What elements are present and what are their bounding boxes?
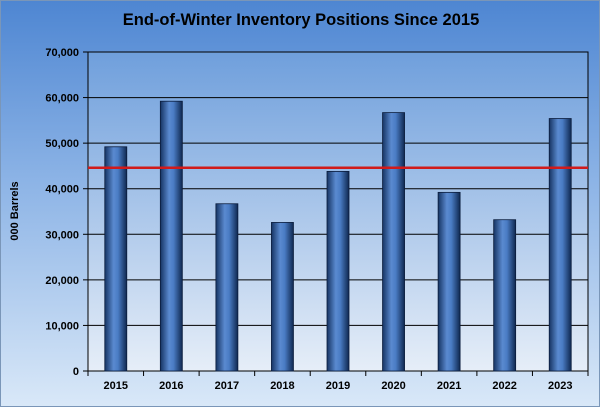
y-tick-label: 40,000 — [45, 184, 79, 196]
x-tick-label: 2018 — [270, 380, 294, 392]
x-tick-label: 2021 — [437, 380, 461, 392]
x-tick-label: 2022 — [492, 380, 516, 392]
chart-title: End-of-Winter Inventory Positions Since … — [122, 11, 480, 29]
y-tick-label: 0 — [73, 366, 79, 378]
bar-2021 — [437, 191, 461, 372]
bar-2016 — [159, 100, 183, 372]
y-tick-label: 70,000 — [45, 47, 79, 59]
y-tick-label: 10,000 — [45, 320, 79, 332]
bar-2022 — [493, 219, 517, 372]
bar-2018 — [271, 222, 294, 372]
bar-2020 — [382, 112, 405, 372]
x-tick-label: 2020 — [381, 380, 405, 392]
x-tick-label: 2017 — [215, 380, 239, 392]
y-tick-label: 30,000 — [45, 229, 79, 241]
y-axis-title: 000 Barrels — [9, 181, 21, 240]
x-tick-label: 2016 — [159, 380, 183, 392]
y-tick-label: 60,000 — [45, 93, 79, 105]
x-tick-label: 2015 — [104, 380, 128, 392]
x-tick-label: 2023 — [548, 380, 572, 392]
bar-2017 — [215, 203, 239, 372]
y-tick-label: 50,000 — [45, 138, 79, 150]
y-tick-label: 20,000 — [45, 275, 79, 287]
bar-2019 — [326, 170, 350, 372]
bar-2015 — [104, 146, 128, 372]
x-tick-label: 2019 — [326, 380, 350, 392]
bar-2023 — [548, 118, 572, 372]
